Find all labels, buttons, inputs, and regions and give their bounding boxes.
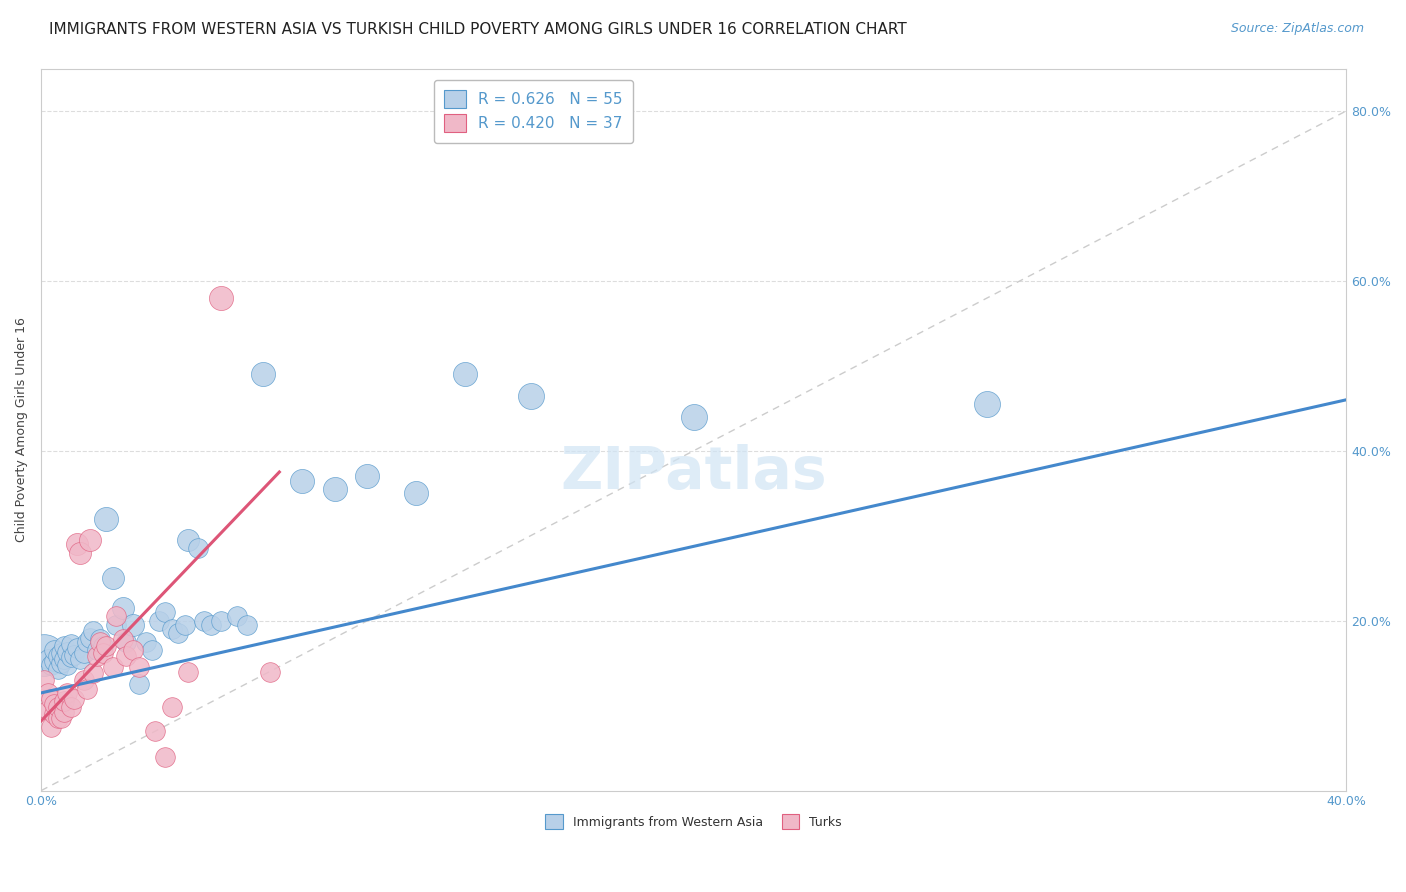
Point — [53, 706, 76, 720]
Point — [46, 662, 69, 676]
Point — [91, 639, 114, 653]
Point — [96, 512, 118, 526]
Point — [405, 486, 427, 500]
Point — [56, 645, 79, 659]
Point — [44, 697, 66, 711]
Point — [59, 637, 82, 651]
Point — [44, 655, 66, 669]
Text: ZIPatlas: ZIPatlas — [561, 444, 827, 501]
Point — [72, 673, 94, 687]
Point — [34, 673, 56, 687]
Point — [89, 632, 111, 647]
Point — [115, 635, 138, 649]
Point — [105, 618, 128, 632]
Point — [37, 652, 59, 666]
Point — [39, 720, 62, 734]
Point — [72, 646, 94, 660]
Point — [96, 639, 118, 653]
Point — [111, 601, 134, 615]
Point — [226, 609, 249, 624]
Point — [44, 643, 66, 657]
Point — [37, 703, 59, 717]
Y-axis label: Child Poverty Among Girls Under 16: Child Poverty Among Girls Under 16 — [15, 318, 28, 542]
Point — [46, 700, 69, 714]
Point — [209, 291, 232, 305]
Point — [49, 646, 72, 660]
Point — [49, 711, 72, 725]
Point — [153, 749, 176, 764]
Point — [86, 643, 108, 657]
Point — [976, 397, 998, 411]
Point — [37, 686, 59, 700]
Point — [173, 618, 195, 632]
Point — [167, 626, 190, 640]
Point — [91, 646, 114, 660]
Point — [39, 657, 62, 672]
Point — [46, 649, 69, 664]
Point — [63, 648, 86, 662]
Point — [259, 665, 281, 679]
Point — [101, 571, 124, 585]
Point — [356, 469, 378, 483]
Point — [682, 409, 704, 424]
Point — [187, 541, 209, 556]
Point — [193, 614, 215, 628]
Point — [53, 652, 76, 666]
Point — [39, 691, 62, 706]
Text: IMMIGRANTS FROM WESTERN ASIA VS TURKISH CHILD POVERTY AMONG GIRLS UNDER 16 CORRE: IMMIGRANTS FROM WESTERN ASIA VS TURKISH … — [49, 22, 907, 37]
Point — [66, 640, 89, 655]
Point — [79, 631, 101, 645]
Text: Source: ZipAtlas.com: Source: ZipAtlas.com — [1230, 22, 1364, 36]
Point — [46, 711, 69, 725]
Legend: Immigrants from Western Asia, Turks: Immigrants from Western Asia, Turks — [538, 808, 848, 835]
Point — [177, 533, 200, 547]
Point — [177, 665, 200, 679]
Point — [82, 624, 104, 638]
Point — [115, 649, 138, 664]
Point — [86, 649, 108, 664]
Point — [121, 618, 143, 632]
Point — [209, 614, 232, 628]
Point — [101, 660, 124, 674]
Point — [291, 474, 314, 488]
Point — [56, 686, 79, 700]
Point — [121, 643, 143, 657]
Point — [66, 537, 89, 551]
Point — [454, 368, 477, 382]
Point — [53, 694, 76, 708]
Point — [69, 652, 91, 666]
Point — [89, 635, 111, 649]
Point — [519, 388, 541, 402]
Point — [252, 368, 274, 382]
Point — [235, 618, 257, 632]
Point — [148, 614, 170, 628]
Point — [153, 605, 176, 619]
Point — [56, 657, 79, 672]
Point — [76, 635, 98, 649]
Point — [145, 724, 167, 739]
Point — [44, 707, 66, 722]
Point — [160, 622, 183, 636]
Point — [34, 648, 56, 662]
Point — [128, 677, 150, 691]
Point — [128, 660, 150, 674]
Point — [49, 656, 72, 670]
Point — [82, 666, 104, 681]
Point — [53, 639, 76, 653]
Point — [323, 482, 346, 496]
Point — [76, 681, 98, 696]
Point — [105, 609, 128, 624]
Point — [59, 700, 82, 714]
Point — [135, 635, 157, 649]
Point — [141, 643, 163, 657]
Point — [69, 546, 91, 560]
Point — [160, 700, 183, 714]
Point — [63, 691, 86, 706]
Point — [111, 632, 134, 647]
Point — [79, 533, 101, 547]
Point — [200, 618, 222, 632]
Point — [59, 650, 82, 665]
